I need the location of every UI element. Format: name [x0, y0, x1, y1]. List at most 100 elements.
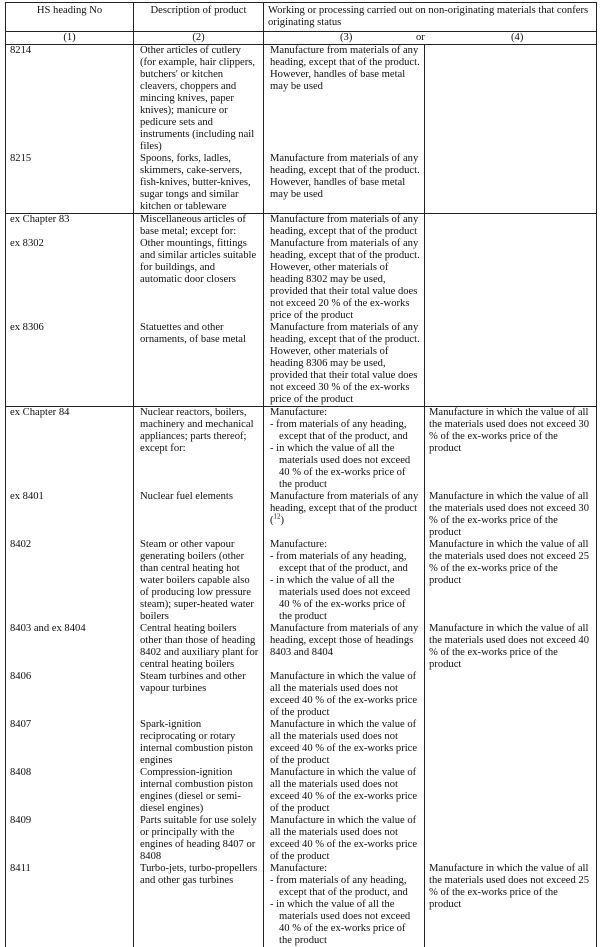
- rule-text: Manufacture from materials of any headin…: [270, 153, 420, 200]
- description-cell: Spoons, forks, ladles, skimmers, cake-se…: [133, 153, 264, 214]
- alternative-rule-cell: [424, 153, 597, 214]
- description-cell: Miscellaneous articles of base metal; ex…: [133, 213, 264, 238]
- alternative-rule-cell: [424, 719, 597, 767]
- hs-heading-cell: 8407: [5, 719, 134, 767]
- hs-heading-cell: 8406: [5, 671, 134, 719]
- alternative-rule-cell: Manufacture in which the value of all th…: [424, 863, 597, 947]
- rule-text: Manufacture from materials of any headin…: [270, 623, 419, 658]
- rule-text: Manufacture in which the value of all th…: [270, 719, 418, 766]
- hs-heading-cell: ex Chapter 84: [5, 406, 134, 491]
- hs-heading-cell: ex 8306: [5, 322, 134, 407]
- alternative-rule-cell: Manufacture in which the value of all th…: [424, 491, 597, 539]
- working-rule-cell: Manufacture from materials of any headin…: [263, 491, 425, 539]
- rule-item: - in which the value of all the material…: [270, 575, 411, 622]
- table-row: 8215 Spoons, forks, ladles, skimmers, cak…: [5, 153, 597, 214]
- hs-heading-cell: ex 8401: [5, 491, 134, 539]
- rule-item: - in which the value of all the material…: [270, 899, 411, 946]
- working-rule-cell: Manufacture from materials of any headin…: [263, 153, 425, 214]
- description-cell: Nuclear reactors, boilers, machinery and…: [133, 406, 264, 491]
- rule-text: Manufacture in which the value of all th…: [270, 671, 418, 718]
- alternative-rule-cell: [424, 44, 597, 153]
- table-row: ex Chapter 83 Miscellaneous articles of b…: [5, 213, 597, 238]
- alternative-rule-cell: [424, 815, 597, 863]
- table-row: ex 8401 Nuclear fuel elements Manufacture …: [5, 491, 597, 539]
- rule-text-end: ): [280, 515, 285, 526]
- col-number-1: (1): [5, 31, 134, 45]
- alternative-rule-cell: [424, 671, 597, 719]
- rule-text: Manufacture from materials of any headin…: [270, 491, 419, 526]
- alternative-rule-cell: [424, 238, 597, 322]
- hs-heading-cell: 8408: [5, 767, 134, 815]
- working-rule-cell: Manufacture in which the value of all th…: [263, 815, 425, 863]
- rule-item: - from materials of any heading, except …: [270, 875, 408, 898]
- col-number-3: (3): [340, 32, 353, 43]
- rule-text: Manufacture from materials of any headin…: [270, 238, 420, 321]
- table-row: 8403 and ex 8404 Central heating boilers …: [5, 623, 597, 671]
- hs-heading-cell: ex 8302: [5, 238, 134, 322]
- alternative-rule-cell: Manufacture in which the value of all th…: [424, 406, 597, 491]
- hs-heading-cell: 8409: [5, 815, 134, 863]
- table-row: 8407 Spark-ignition reciprocating or rota…: [5, 719, 597, 767]
- hs-heading-cell: ex Chapter 83: [5, 213, 134, 238]
- table-row: ex Chapter 84 Nuclear reactors, boilers, …: [5, 406, 597, 491]
- working-rule-cell: Manufacture in which the value of all th…: [263, 719, 425, 767]
- hs-heading-cell: 8214: [5, 44, 134, 153]
- description-cell: Steam turbines and other vapour turbines: [133, 671, 264, 719]
- description-cell: Steam or other vapour generating boilers…: [133, 539, 264, 623]
- working-rule-cell: Manufacture from materials of any headin…: [263, 213, 425, 238]
- working-rule-cell: Manufacture from materials of any headin…: [263, 44, 425, 153]
- table-row: 8408 Compression-ignition internal combus…: [5, 767, 597, 815]
- header-hs-heading: HS heading No: [5, 2, 134, 32]
- table-row: 8406 Steam turbines and other vapour turb…: [5, 671, 597, 719]
- hs-heading-cell: 8411: [5, 863, 134, 947]
- working-rule-cell: Manufacture: - from materials of any head…: [263, 863, 425, 947]
- rules-of-origin-table: HS heading No Description of product Wor…: [5, 2, 597, 947]
- alternative-rule-cell: [424, 322, 597, 407]
- description-cell: Nuclear fuel elements: [133, 491, 264, 539]
- hs-heading-cell: 8215: [5, 153, 134, 214]
- rule-item: - from materials of any heading, except …: [270, 551, 408, 574]
- table-row: ex 8302 Other mountings, fittings and sim…: [5, 238, 597, 322]
- col-number-3-4: (3) or (4): [263, 31, 597, 45]
- rule-intro: Manufacture:: [270, 539, 328, 550]
- description-cell: Other articles of cutlery (for example, …: [133, 44, 264, 153]
- rule-item: - in which the value of all the material…: [270, 443, 411, 490]
- description-cell: Statuettes and other ornaments, of base …: [133, 322, 264, 407]
- description-cell: Spark-ignition reciprocating or rotary i…: [133, 719, 264, 767]
- alternative-rule-cell: Manufacture in which the value of all th…: [424, 539, 597, 623]
- working-rule-cell: Manufacture from materials of any headin…: [263, 623, 425, 671]
- working-rule-cell: Manufacture from materials of any headin…: [263, 238, 425, 322]
- rule-intro: Manufacture:: [270, 863, 328, 874]
- rule-intro: Manufacture:: [270, 407, 328, 418]
- description-cell: Parts suitable for use solely or princip…: [133, 815, 264, 863]
- working-rule-cell: Manufacture from materials of any headin…: [263, 322, 425, 407]
- table-row: 8411 Turbo-jets, turbo-propellers and oth…: [5, 863, 597, 947]
- hs-heading-cell: 8402: [5, 539, 134, 623]
- alternative-rule-cell: [424, 213, 597, 238]
- col-number-2: (2): [133, 31, 264, 45]
- rule-item: - from materials of any heading, except …: [270, 419, 408, 442]
- footnote-ref[interactable]: 12: [273, 512, 281, 521]
- working-rule-cell: Manufacture: - from materials of any head…: [263, 406, 425, 491]
- table-row: 8214 Other articles of cutlery (for examp…: [5, 44, 597, 153]
- table-row: ex 8306 Statuettes and other ornaments, o…: [5, 322, 597, 407]
- header-working-processing: Working or processing carried out on non…: [263, 2, 597, 32]
- rule-text: Manufacture from materials of any headin…: [270, 45, 420, 92]
- rule-text: Manufacture in which the value of all th…: [270, 767, 418, 814]
- description-cell: Turbo-jets, turbo-propellers and other g…: [133, 863, 264, 947]
- description-cell: Central heating boilers other than those…: [133, 623, 264, 671]
- rule-text: Manufacture from materials of any headin…: [270, 214, 419, 237]
- working-rule-cell: Manufacture in which the value of all th…: [263, 671, 425, 719]
- rule-text: Manufacture in which the value of all th…: [270, 815, 418, 862]
- working-rule-cell: Manufacture: - from materials of any head…: [263, 539, 425, 623]
- or-label: or: [416, 32, 425, 43]
- table-row: 8402 Steam or other vapour generating boi…: [5, 539, 597, 623]
- col-number-4: (4): [511, 32, 524, 43]
- alternative-rule-cell: [424, 767, 597, 815]
- description-cell: Compression-ignition internal combustion…: [133, 767, 264, 815]
- table-row: 8409 Parts suitable for use solely or pri…: [5, 815, 597, 863]
- working-rule-cell: Manufacture in which the value of all th…: [263, 767, 425, 815]
- header-description: Description of product: [133, 2, 264, 32]
- description-cell: Other mountings, fittings and similar ar…: [133, 238, 264, 322]
- rule-text: Manufacture from materials of any headin…: [270, 322, 420, 405]
